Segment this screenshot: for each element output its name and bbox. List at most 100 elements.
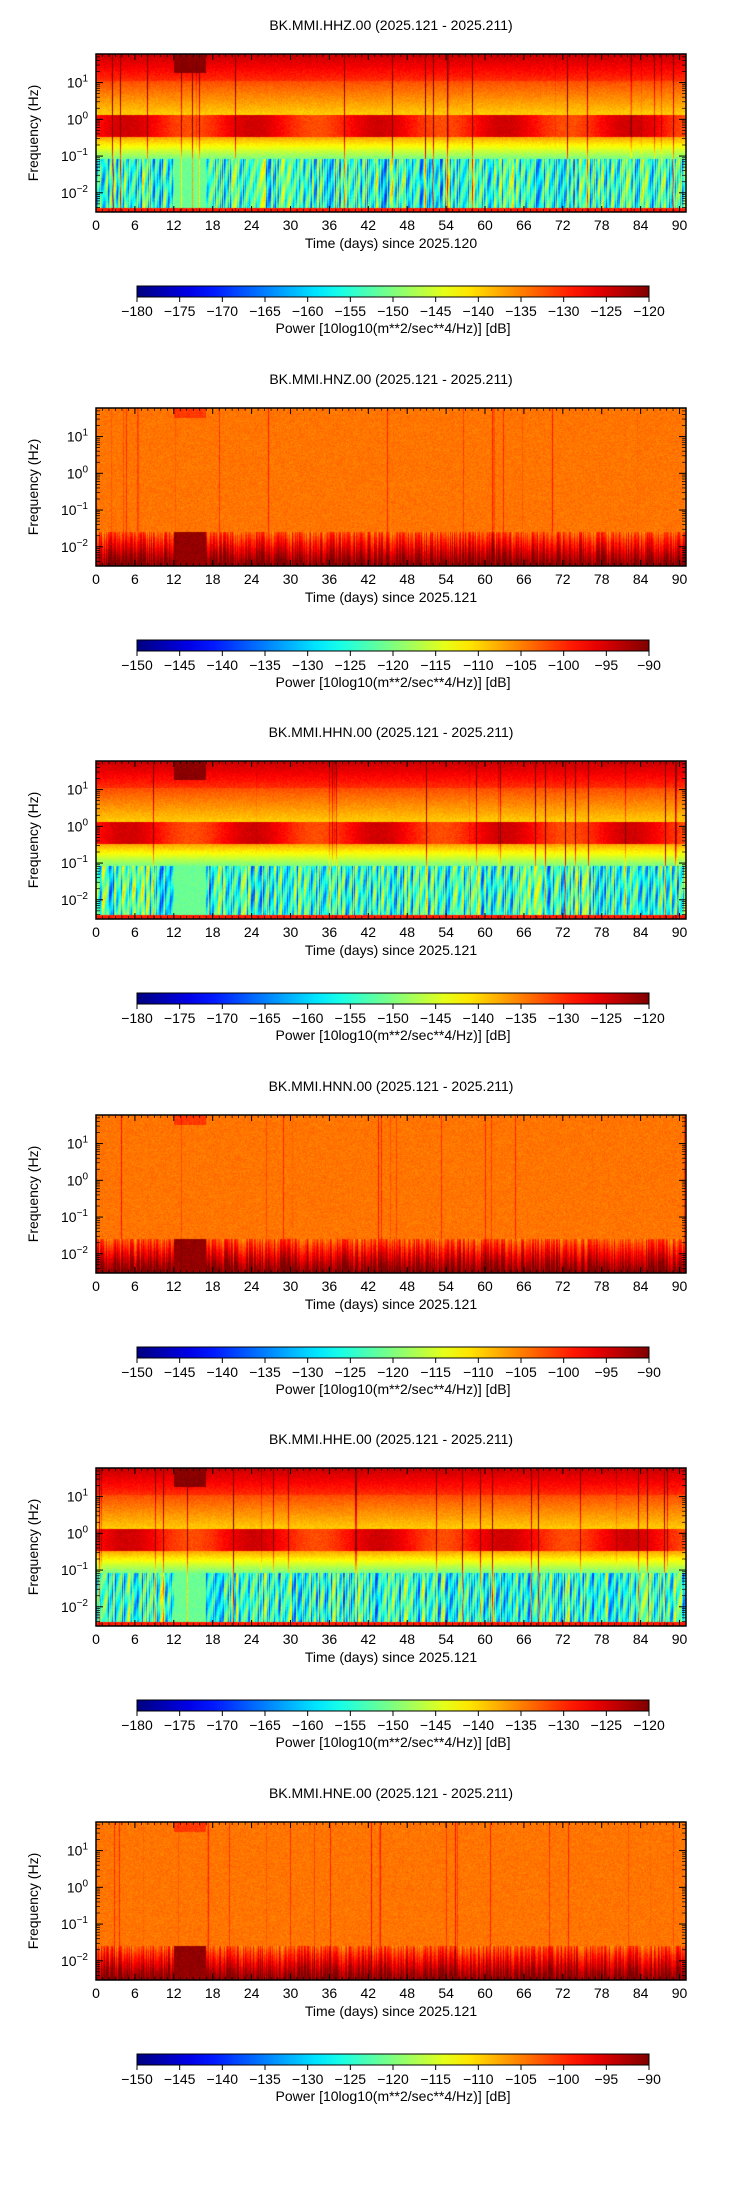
- x-tick-label: 90: [672, 217, 688, 233]
- y-tick-exponent: 0: [82, 1524, 88, 1535]
- x-tick-label: 12: [166, 217, 182, 233]
- colorbar-tick-label: −175: [164, 303, 196, 319]
- colorbar-tick-label: −145: [420, 303, 452, 319]
- x-tick-label: 54: [438, 924, 454, 940]
- y-axis-label: Frequency (Hz): [25, 438, 41, 534]
- x-axis-label: Time (days) since 2025.121: [305, 942, 477, 958]
- colorbar-tick-label: −150: [377, 1010, 409, 1026]
- colorbar-tick-label: −145: [164, 2071, 196, 2087]
- spectrogram-heatmap: [96, 1821, 686, 1980]
- x-tick-label: 6: [131, 571, 139, 587]
- x-tick-label: 54: [438, 217, 454, 233]
- colorbar-label: Power [10log10(m**2/sec**4/Hz)] [dB]: [276, 320, 511, 336]
- x-tick-label: 42: [361, 1278, 377, 1294]
- x-tick-label: 42: [361, 571, 377, 587]
- colorbar-tick-label: −125: [335, 1364, 367, 1380]
- colorbar-tick-label: −165: [249, 303, 281, 319]
- colorbar-label: Power [10log10(m**2/sec**4/Hz)] [dB]: [276, 1734, 511, 1750]
- y-tick-exponent: 1: [82, 781, 88, 792]
- y-tick-base: 10: [67, 428, 83, 444]
- colorbar-label: Power [10log10(m**2/sec**4/Hz)] [dB]: [276, 1027, 511, 1043]
- x-tick-label: 72: [555, 1985, 571, 2001]
- x-tick-label: 12: [166, 1631, 182, 1647]
- colorbar-tick-label: −125: [591, 1010, 623, 1026]
- x-tick-label: 78: [594, 924, 610, 940]
- y-tick-label: 100: [67, 464, 89, 481]
- y-tick-exponent: 0: [82, 1878, 88, 1889]
- colorbar-tick-label: −180: [121, 1010, 153, 1026]
- y-tick-base: 10: [61, 185, 77, 201]
- x-tick-label: 0: [92, 217, 100, 233]
- x-tick-label: 78: [594, 1631, 610, 1647]
- x-tick-label: 36: [322, 1985, 338, 2001]
- x-tick-label: 54: [438, 571, 454, 587]
- heatmap-area: [96, 54, 686, 212]
- spectrogram-panel-5: BK.MMI.HHE.00 (2025.121 - 2025.211) 0 6 12 1…: [25, 1431, 688, 1750]
- x-tick-label: 6: [131, 1278, 139, 1294]
- chart-title: BK.MMI.HHE.00 (2025.121 - 2025.211): [269, 1431, 513, 1447]
- x-tick-label: 90: [672, 1985, 688, 2001]
- colorbar-tick-label: −130: [292, 1364, 324, 1380]
- plot-frame: [95, 1467, 687, 1627]
- colorbar-tick-label: −145: [164, 1364, 196, 1380]
- spectrogram-heatmap: [96, 407, 686, 566]
- y-tick-base: 10: [61, 892, 77, 908]
- y-tick-base: 10: [67, 1879, 83, 1895]
- colorbar: [136, 639, 650, 651]
- y-tick-label: 10−1: [61, 1208, 88, 1225]
- colorbar-tick-label: −95: [594, 1364, 618, 1380]
- x-tick-label: 36: [322, 217, 338, 233]
- x-tick-label: 60: [477, 1631, 493, 1647]
- chart-title: BK.MMI.HNN.00 (2025.121 - 2025.211): [269, 1078, 514, 1094]
- y-axis-label: Frequency (Hz): [25, 1145, 41, 1241]
- x-tick-label: 6: [131, 924, 139, 940]
- y-tick-base: 10: [67, 1172, 83, 1188]
- colorbar-tick-label: −95: [594, 2071, 618, 2087]
- colorbar-tick-label: −145: [420, 1717, 452, 1733]
- colorbar-tick-label: −150: [121, 2071, 153, 2087]
- y-tick-exponent: −2: [77, 891, 89, 902]
- colorbar-tick-label: −100: [548, 1364, 580, 1380]
- y-tick-base: 10: [67, 1525, 83, 1541]
- y-tick-base: 10: [61, 1245, 77, 1261]
- colorbar-tick-label: −120: [377, 1364, 409, 1380]
- y-tick-exponent: −1: [77, 501, 89, 512]
- x-tick-label: 66: [516, 571, 532, 587]
- y-tick-label: 10−1: [61, 501, 88, 518]
- y-tick-exponent: −1: [77, 1561, 89, 1572]
- y-tick-exponent: 1: [82, 1134, 88, 1145]
- colorbar-tick-label: −140: [463, 1717, 495, 1733]
- y-tick-exponent: 1: [82, 1488, 88, 1499]
- colorbar-tick-label: −115: [420, 657, 451, 673]
- spectrogram-panel-6: BK.MMI.HNE.00 (2025.121 - 2025.211) 0 6 12 1…: [25, 1785, 688, 2104]
- colorbar-tick-label: −130: [292, 2071, 324, 2087]
- y-tick-label: 10−1: [61, 1561, 88, 1578]
- x-axis-label: Time (days) since 2025.121: [305, 1296, 477, 1312]
- y-tick-label: 100: [67, 110, 89, 127]
- colorbar-tick-label: −115: [420, 2071, 451, 2087]
- x-tick-label: 66: [516, 924, 532, 940]
- y-tick-base: 10: [67, 75, 83, 91]
- x-tick-label: 18: [205, 1631, 221, 1647]
- colorbar-tick-label: −120: [633, 1010, 665, 1026]
- y-tick-exponent: −2: [77, 1951, 89, 1962]
- y-tick-exponent: 0: [82, 1171, 88, 1182]
- colorbar-tick-label: −170: [207, 303, 239, 319]
- y-tick-base: 10: [61, 1599, 77, 1615]
- colorbar-tick-label: −140: [207, 1364, 239, 1380]
- colorbar-tick-label: −150: [377, 303, 409, 319]
- spectrogram-heatmap: [96, 54, 686, 212]
- heatmap-area: [96, 1468, 686, 1626]
- x-tick-label: 48: [399, 217, 415, 233]
- y-tick-base: 10: [61, 1562, 77, 1578]
- x-tick-label: 30: [283, 924, 299, 940]
- x-tick-label: 18: [205, 1985, 221, 2001]
- colorbar-tick-label: −110: [463, 1364, 494, 1380]
- x-tick-label: 48: [399, 1278, 415, 1294]
- x-tick-label: 72: [555, 217, 571, 233]
- spectrogram-panel-2: BK.MMI.HNZ.00 (2025.121 - 2025.211) 0 6 12 1…: [25, 371, 688, 690]
- y-axis-label: Frequency (Hz): [25, 792, 41, 888]
- y-tick-exponent: −2: [77, 1244, 89, 1255]
- x-tick-label: 66: [516, 1985, 532, 2001]
